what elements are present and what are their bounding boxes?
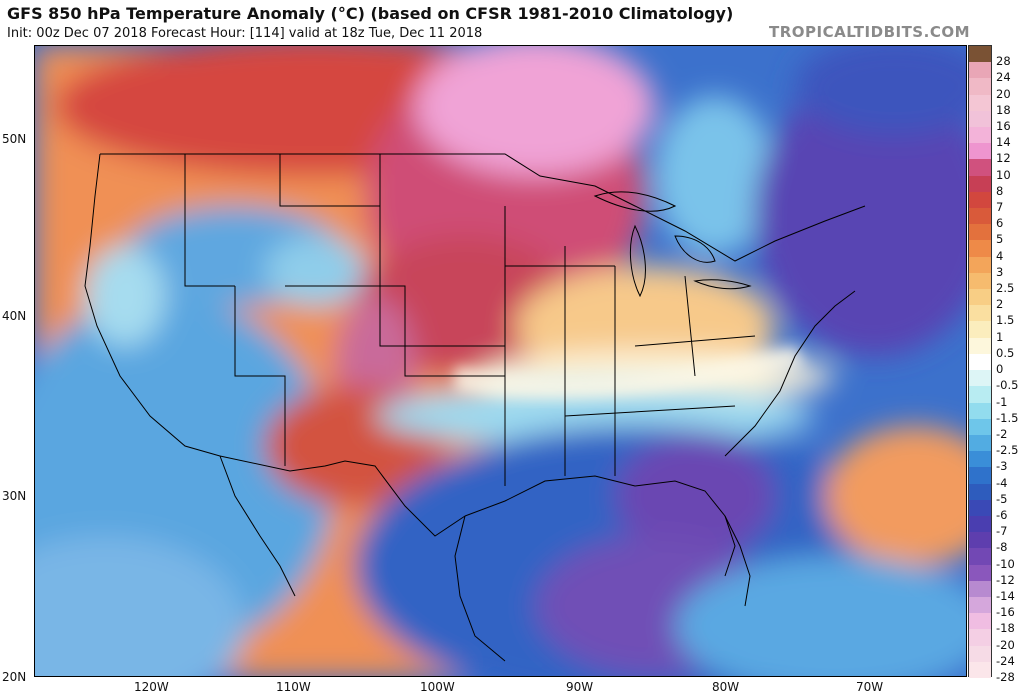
color-scale-tick-label: 12 xyxy=(996,151,1011,166)
color-scale-segment xyxy=(969,548,991,566)
color-scale-tick-label: -24 xyxy=(996,653,1015,668)
color-scale-tick-label: -3 xyxy=(996,459,1008,474)
color-scale-segment xyxy=(969,191,991,209)
color-scale-segment xyxy=(969,451,991,468)
color-scale-tick-label: 16 xyxy=(996,119,1011,134)
color-scale-segment xyxy=(969,515,991,533)
lon-label-80w: 80W xyxy=(712,680,740,694)
color-scale-segment xyxy=(969,580,991,598)
color-scale-tick-label: -1.5 xyxy=(996,410,1019,425)
color-scale-tick-label: -2 xyxy=(996,426,1008,441)
forecast-info: Init: 00z Dec 07 2018 Forecast Hour: [11… xyxy=(7,26,483,41)
color-scale-segment xyxy=(969,370,991,387)
color-scale-segment xyxy=(969,353,991,371)
lat-label-30n: 30N xyxy=(2,489,27,503)
color-scale-segment xyxy=(969,434,991,452)
color-scale-segment xyxy=(969,224,991,241)
boundary-lines xyxy=(84,153,866,662)
color-scale-segment xyxy=(969,240,991,258)
color-scale-segment xyxy=(969,564,991,582)
color-scale-segment xyxy=(969,629,991,647)
color-scale-segment xyxy=(969,46,991,63)
anomaly-map xyxy=(34,45,967,677)
color-scale-tick-label: 28 xyxy=(996,54,1011,69)
color-scale-segment xyxy=(969,499,991,517)
color-scale-segment xyxy=(969,289,991,306)
color-scale-tick-label: 1 xyxy=(996,329,1004,344)
color-scale-tick-label: 10 xyxy=(996,167,1011,182)
color-scale-segment xyxy=(969,256,991,274)
color-scale-tick-label: 5 xyxy=(996,232,1004,247)
color-scale-segment xyxy=(969,596,991,614)
color-scale-tick-label: 7 xyxy=(996,200,1004,215)
color-scale-tick-label: -14 xyxy=(996,588,1015,603)
color-scale-tick-label: -20 xyxy=(996,637,1015,652)
lon-label-110w: 110W xyxy=(276,680,311,694)
color-scale-tick-label: -5 xyxy=(996,491,1008,506)
color-scale-segment xyxy=(969,532,991,549)
color-scale-tick-label: 8 xyxy=(996,183,1004,198)
color-scale-tick-label: 0.5 xyxy=(996,345,1015,360)
color-scale-tick-label: -6 xyxy=(996,507,1008,522)
lat-label-50n: 50N xyxy=(2,132,27,146)
color-scale-segment xyxy=(969,613,991,630)
color-scale-tick-label: -16 xyxy=(996,605,1015,620)
color-scale-tick-label: -8 xyxy=(996,540,1008,555)
color-scale-tick-label: -18 xyxy=(996,621,1015,636)
map-title: GFS 850 hPa Temperature Anomaly (°C) (ba… xyxy=(7,4,734,23)
color-scale-tick-label: -0.5 xyxy=(996,378,1019,393)
color-scale-tick-label: 18 xyxy=(996,102,1011,117)
color-scale-segment xyxy=(969,78,991,96)
color-scale-tick-label: 6 xyxy=(996,216,1004,231)
lon-label-70w: 70W xyxy=(856,680,884,694)
color-scale-segment xyxy=(969,321,991,339)
color-scale-tick-label: -2.5 xyxy=(996,443,1019,458)
color-scale-tick-label: 20 xyxy=(996,86,1011,101)
color-scale-segment xyxy=(969,467,991,485)
color-scale-segment xyxy=(969,645,991,663)
color-scale-segment xyxy=(969,127,991,144)
color-scale-segment xyxy=(969,305,991,322)
source-brand: TROPICALTIDBITS.COM xyxy=(769,23,970,41)
lat-label-40n: 40N xyxy=(2,309,27,323)
lon-label-90w: 90W xyxy=(566,680,594,694)
color-scale-segment xyxy=(969,418,991,436)
color-scale-bar xyxy=(968,45,992,679)
color-scale-tick-label: -1 xyxy=(996,394,1008,409)
color-scale-segment xyxy=(969,272,991,290)
color-scale-tick-label: 4 xyxy=(996,248,1004,263)
lon-label-100w: 100W xyxy=(420,680,455,694)
lat-label-20n: 20N xyxy=(2,670,27,684)
color-scale-tick-label: 3 xyxy=(996,264,1004,279)
color-scale-tick-label: 0 xyxy=(996,362,1004,377)
color-scale-tick-label: 2 xyxy=(996,297,1004,312)
lon-label-120w: 120W xyxy=(134,680,169,694)
color-scale-segment xyxy=(969,337,991,355)
color-scale-tick-label: 1.5 xyxy=(996,313,1015,328)
color-scale-tick-label: -4 xyxy=(996,475,1008,490)
color-scale-segment xyxy=(969,62,991,79)
color-scale-tick-label: 24 xyxy=(996,70,1011,85)
color-scale-tick-label: -28 xyxy=(996,670,1015,684)
color-scale-tick-label: 2.5 xyxy=(996,281,1015,296)
color-scale-segment xyxy=(969,110,991,128)
anomaly-field xyxy=(35,46,966,676)
color-scale-tick-label: -12 xyxy=(996,572,1015,587)
color-scale-tick-label: -7 xyxy=(996,524,1008,539)
color-scale-segment xyxy=(969,175,991,193)
color-scale-segment xyxy=(969,661,991,679)
color-scale-segment xyxy=(969,94,991,112)
anomaly-shading xyxy=(35,46,966,676)
color-scale-segment xyxy=(969,483,991,501)
color-scale-tick-label: -10 xyxy=(996,556,1015,571)
color-scale-tick-label: 14 xyxy=(996,135,1011,150)
color-scale-segment xyxy=(969,208,991,225)
color-scale-segment xyxy=(969,143,991,160)
color-scale-segment xyxy=(969,159,991,177)
color-scale-segment xyxy=(969,386,991,403)
color-scale-segment xyxy=(969,402,991,420)
